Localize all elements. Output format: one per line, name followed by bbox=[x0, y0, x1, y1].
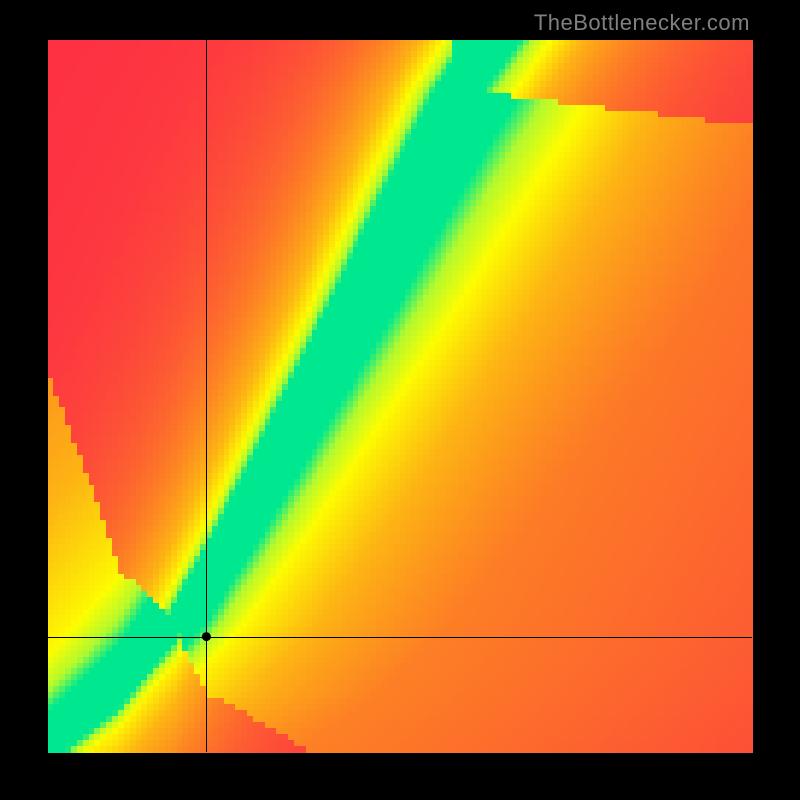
bottleneck-heatmap-canvas bbox=[0, 0, 800, 800]
watermark-label: TheBottlenecker.com bbox=[534, 10, 750, 36]
